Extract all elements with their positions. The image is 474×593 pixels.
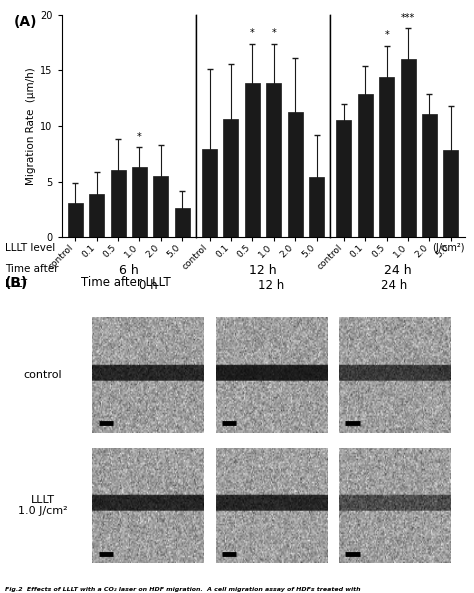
Bar <box>132 167 147 237</box>
Text: 12 h: 12 h <box>258 279 284 292</box>
Bar <box>337 120 351 237</box>
Bar <box>110 171 126 237</box>
Bar <box>202 149 217 237</box>
Bar <box>223 119 238 237</box>
Text: (J/cm²): (J/cm²) <box>432 243 465 253</box>
Text: (B): (B) <box>5 276 28 290</box>
Bar <box>379 77 394 237</box>
Text: (A): (A) <box>14 15 38 29</box>
Text: Time after LLLT: Time after LLLT <box>81 276 170 289</box>
Text: 0 h: 0 h <box>139 279 157 292</box>
Bar <box>68 203 83 237</box>
Bar <box>154 176 168 237</box>
Text: Fig.2  Effects of LLLT with a CO₂ laser on HDF migration.  A cell migration assa: Fig.2 Effects of LLLT with a CO₂ laser o… <box>5 587 360 592</box>
Bar <box>175 208 190 237</box>
Text: *: * <box>250 28 255 38</box>
Bar <box>288 111 303 237</box>
Text: control: control <box>23 370 62 380</box>
Bar <box>422 114 437 237</box>
Text: *: * <box>384 30 389 40</box>
Y-axis label: Migration Rate  (μm/h): Migration Rate (μm/h) <box>26 67 36 185</box>
Text: *: * <box>137 132 142 142</box>
Text: 24 h: 24 h <box>383 264 411 277</box>
Text: LLLT
1.0 J/cm²: LLLT 1.0 J/cm² <box>18 495 67 517</box>
Text: LLLT: LLLT <box>5 279 27 289</box>
Bar <box>266 82 281 237</box>
Text: 24 h: 24 h <box>382 279 408 292</box>
Text: *: * <box>272 28 276 38</box>
Bar <box>309 177 324 237</box>
Bar <box>245 82 260 237</box>
Text: 12 h: 12 h <box>249 264 277 277</box>
Bar <box>401 59 416 237</box>
Text: Time after: Time after <box>5 264 58 274</box>
Bar <box>89 194 104 237</box>
Text: LLLT level: LLLT level <box>5 243 55 253</box>
Bar <box>443 151 458 237</box>
Bar <box>358 94 373 237</box>
Text: 6 h: 6 h <box>119 264 138 277</box>
Text: ***: *** <box>401 12 415 23</box>
